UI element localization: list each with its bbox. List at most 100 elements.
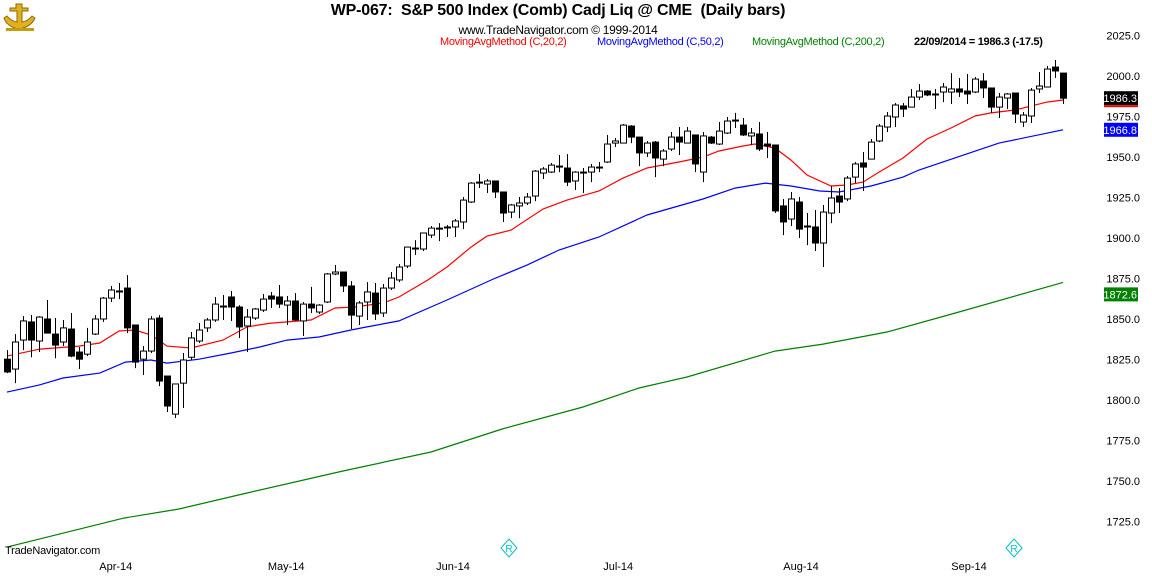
y-tick-label: 1825.0 [1106,355,1140,367]
candle [1052,59,1059,78]
candle [532,169,539,202]
candle-body [844,177,851,200]
candle-body [556,165,563,168]
candle-body [44,318,51,334]
candle-body [356,302,363,317]
candle [364,282,371,320]
candle-body [620,124,627,144]
legend-ma20: MovingAvgMethod (C,20,2) [440,36,567,48]
candle [708,135,715,145]
candle [676,127,683,156]
candle [428,226,435,238]
candle-body [740,124,747,136]
candle [1004,93,1011,110]
candle [28,314,35,358]
ma20-series [6,99,1064,357]
candle-body [676,136,683,143]
ma50-value-tag: 1966.8 [1103,125,1137,137]
r-diamond-icon[interactable]: R [500,538,518,558]
candle [828,185,835,224]
legend-ma200: MovingAvgMethod (C,200,2) [752,36,885,48]
candle-body [100,297,107,320]
candle-body [548,164,555,173]
y-tick-label: 1925.0 [1106,193,1140,205]
candle-body [12,341,19,370]
candle [956,77,963,98]
x-tick-label: Sep-14 [951,561,986,573]
candle-body [460,199,467,223]
candle [316,304,323,314]
candle-body [1028,89,1035,117]
candle [540,167,547,180]
y-tick-label: 1900.0 [1106,233,1140,245]
candle [204,318,211,332]
candle-body [476,181,483,184]
candle [652,140,659,178]
candle [180,353,187,408]
candle-body [92,318,99,335]
y-tick-label: 2025.0 [1106,31,1140,43]
candle [988,87,995,113]
candle [1036,71,1043,94]
trade-navigator-logo-icon [3,3,36,31]
candle [228,290,235,321]
candle-body [436,227,443,230]
candle-body [20,320,27,341]
candle-body [188,337,195,358]
candle [1012,92,1019,123]
candle-body [580,171,587,174]
x-axis: Apr-14 May-14 Jun-14 Jul-14 Aug-14 Sep-14 [99,561,986,573]
r-diamond-icon[interactable]: R [1005,538,1023,558]
candle [132,324,139,369]
candle-body [988,87,995,108]
candle [836,187,843,214]
candle [964,74,971,105]
candle [260,294,267,313]
candle-body [748,132,755,137]
candle-body [804,225,811,228]
candle [620,123,627,144]
candle [220,295,227,320]
candle [748,128,755,146]
candle-body [828,197,835,214]
candle-body [4,358,11,373]
candle [596,162,603,173]
footer-watermark: TradeNavigator.com [5,545,101,557]
candle [52,318,59,359]
candle-body [948,88,955,93]
candle [1028,87,1035,123]
candle [900,103,907,117]
candle-body [284,300,291,306]
y-tick-label: 1775.0 [1106,436,1140,448]
candle [172,383,179,418]
candle [916,84,923,100]
candle [756,122,763,152]
legend-ma50: MovingAvgMethod (C,50,2) [597,36,724,48]
candle [300,301,307,337]
candle [148,316,155,354]
ma200-value-tag-bg [1104,287,1138,302]
candle-body [764,143,771,147]
candle-body [924,90,931,96]
candle [76,347,83,370]
candle [460,197,467,230]
candle [396,264,403,283]
candle-body [932,93,939,96]
ma50-series [6,129,1064,393]
x-tick-label: Apr-14 [99,561,132,573]
candle [772,144,779,214]
candle-body [564,167,571,183]
candle-body [876,125,883,142]
candle-body [380,287,387,314]
candle-body [132,324,139,363]
candle [788,191,795,227]
candle-body [52,333,59,346]
candle-body [684,130,691,144]
candle-body [276,296,283,305]
last-close-tag: 1986.3 [1103,93,1137,105]
candle-body [516,202,523,207]
candle-body [524,196,531,204]
candle [60,319,67,347]
candle [356,301,363,325]
candle-body [964,90,971,95]
